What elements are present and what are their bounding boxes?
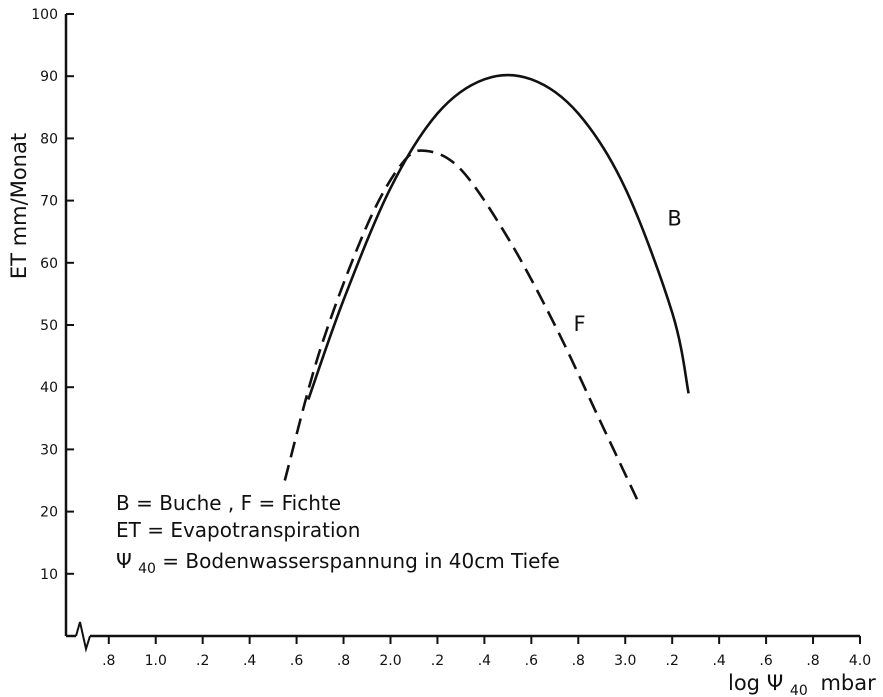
y-tick-label: 60 (40, 256, 58, 272)
y-tick-label: 70 (40, 194, 58, 210)
x-tick-label: 2.0 (379, 653, 401, 669)
x-tick-label: .2 (196, 653, 209, 669)
x-tick-label: 3.0 (614, 653, 636, 669)
x-axis-title-subscript: 40 (790, 683, 808, 697)
legend-psi-symbol: Ψ (116, 549, 132, 573)
x-tick-label: .6 (525, 653, 538, 669)
legend-line-psi: Ψ 40 = Bodenwasserspannung in 40cm Tiefe (116, 549, 560, 578)
x-tick-label: 1.0 (145, 653, 167, 669)
x-tick-label: .6 (759, 653, 772, 669)
y-tick-label: 20 (40, 505, 58, 521)
legend: B = Buche , F = Fichte ET = Evapotranspi… (116, 491, 560, 578)
x-axis-title-suffix: mbar (820, 671, 876, 695)
legend-line-species: B = Buche , F = Fichte (116, 491, 341, 515)
x-tick-label: 4.0 (849, 653, 871, 669)
legend-psi-subscript: 40 (138, 561, 156, 577)
x-tick-label: .8 (572, 653, 585, 669)
y-tick-label: 10 (40, 567, 58, 583)
series-f-line (283, 149, 639, 500)
x-tick-label: .4 (478, 653, 491, 669)
y-tick-label: 80 (40, 131, 58, 147)
x-tick-label: .8 (337, 653, 350, 669)
series-b-line (307, 73, 690, 401)
series-f-label: F (574, 312, 586, 336)
y-axis-title: ET mm/Monat (7, 133, 31, 279)
x-tick-label: .4 (712, 653, 725, 669)
x-tick-label: .6 (290, 653, 303, 669)
y-tick-label: 50 (40, 318, 58, 334)
y-tick-label: 100 (31, 7, 58, 23)
x-axis-title: log Ψ 40 mbar (728, 671, 876, 697)
series: BF (283, 73, 690, 500)
x-axis-break-mark (75, 621, 91, 653)
y-tick-label: 30 (40, 442, 58, 458)
y-tick-label: 40 (40, 380, 58, 396)
x-ticks: .8 1.0 .2 .4 .6 .8 2.0 .2 .4 .6 .8 3.0 .2 .4 .6 .8 4.0 (102, 636, 871, 669)
x-axis-title-prefix: log (728, 671, 760, 695)
y-tick-label: 90 (40, 69, 58, 85)
x-tick-label: .2 (666, 653, 679, 669)
x-tick-label: .8 (806, 653, 819, 669)
x-tick-label: .4 (243, 653, 256, 669)
legend-line-et: ET = Evapotranspiration (116, 518, 360, 542)
x-tick-label: .2 (431, 653, 444, 669)
x-tick-label: .8 (102, 653, 115, 669)
y-ticks: 10 20 30 40 50 60 70 80 90 100 (31, 7, 74, 583)
axes: 10 20 30 40 50 60 70 80 90 100 .8 1.0 .2 .4 .6 .8 2.0 .2… (31, 7, 871, 669)
series-b-label: B (667, 206, 681, 230)
legend-psi-text: = Bodenwasserspannung in 40cm Tiefe (162, 549, 560, 573)
x-axis-title-symbol: Ψ (767, 671, 784, 695)
